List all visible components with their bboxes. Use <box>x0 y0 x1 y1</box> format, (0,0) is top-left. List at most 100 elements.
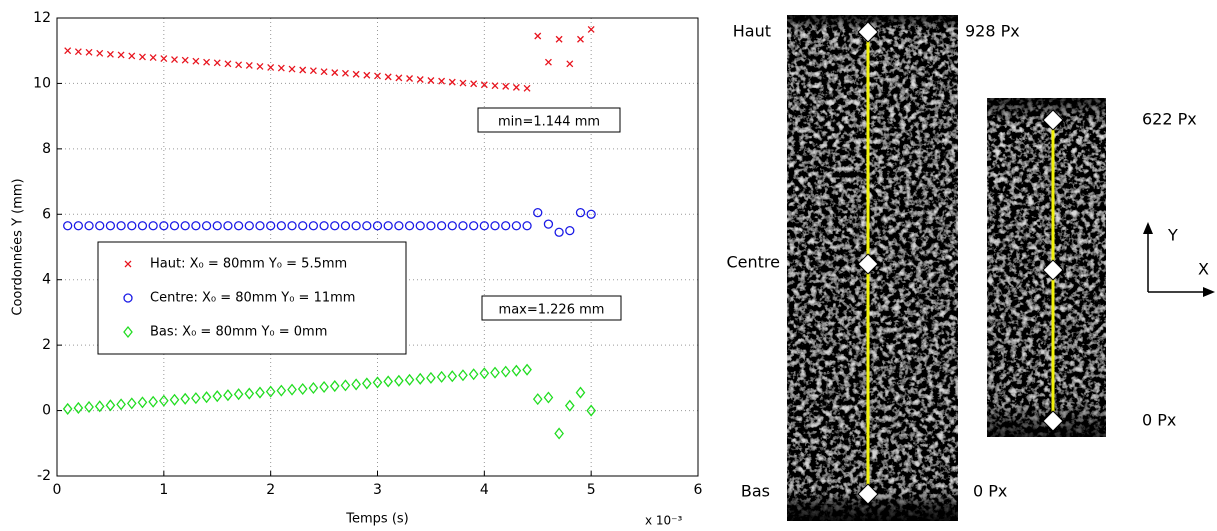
point <box>479 221 489 231</box>
point <box>95 221 105 231</box>
point <box>180 392 191 405</box>
point <box>223 221 233 231</box>
point <box>255 221 265 231</box>
point <box>308 381 319 395</box>
x-tick-label: 2 <box>266 482 275 498</box>
x-tick-label: 5 <box>587 482 596 498</box>
y-tick-label: -2 <box>37 468 51 484</box>
small-image: 622 Px 0 Px <box>987 98 1197 437</box>
x-tick-label: 6 <box>694 482 703 498</box>
point <box>169 221 180 231</box>
point <box>416 76 424 83</box>
point <box>116 221 126 231</box>
marker <box>857 483 879 505</box>
point <box>266 221 276 231</box>
point <box>575 386 586 399</box>
point <box>96 49 104 57</box>
legend-label: Haut: X₀ = 80mm Y₀ = 5.5mm <box>150 257 347 272</box>
point <box>149 54 157 62</box>
point <box>468 221 479 231</box>
label: Haut <box>733 22 771 41</box>
point <box>137 396 148 409</box>
point <box>245 61 253 69</box>
point <box>511 221 522 231</box>
point <box>447 221 457 231</box>
point <box>383 221 393 231</box>
point <box>139 53 146 61</box>
point <box>297 382 308 396</box>
point <box>543 219 554 229</box>
point <box>276 221 287 231</box>
point <box>427 77 435 84</box>
legend-marker <box>123 293 133 303</box>
point <box>298 221 308 231</box>
point <box>62 402 73 415</box>
point <box>126 397 137 410</box>
point <box>458 221 468 231</box>
point <box>394 374 404 387</box>
marker <box>1042 109 1064 131</box>
point <box>438 77 446 85</box>
point <box>436 370 447 383</box>
arrowhead <box>1143 222 1153 234</box>
point <box>374 72 381 80</box>
legend-label: Bas: X₀ = 80mm Y₀ = 0mm <box>150 325 327 340</box>
arrowhead <box>1203 287 1215 297</box>
x-axis-label: Temps (s) <box>345 512 408 527</box>
point <box>287 221 297 231</box>
annotation-box <box>481 295 622 321</box>
point <box>447 370 458 383</box>
point <box>566 60 574 68</box>
point <box>501 221 511 231</box>
point <box>564 399 575 412</box>
point <box>224 60 232 68</box>
point <box>351 378 361 391</box>
y-tick-label: 12 <box>33 10 51 26</box>
x-tick-label: 3 <box>373 482 382 498</box>
point <box>362 221 372 231</box>
point <box>137 221 148 231</box>
point <box>319 221 329 231</box>
point <box>352 70 360 78</box>
point <box>192 57 200 65</box>
annotation: max=1.226 mm <box>499 303 605 318</box>
point <box>448 78 456 86</box>
point <box>148 221 158 231</box>
y-tick-label: 8 <box>42 141 51 157</box>
point <box>256 62 264 70</box>
point <box>169 393 180 406</box>
point <box>511 364 522 377</box>
marker <box>1042 410 1064 432</box>
point <box>299 66 307 74</box>
point <box>522 363 532 376</box>
point <box>502 82 510 90</box>
point <box>415 372 426 385</box>
label: X <box>1198 260 1209 279</box>
point <box>340 221 351 231</box>
marker <box>857 21 879 43</box>
legend-label: Centre: X₀ = 80mm Y₀ = 11mm <box>150 291 355 306</box>
point <box>532 393 543 406</box>
label: 0 Px <box>1142 411 1176 430</box>
point <box>404 221 415 231</box>
point <box>586 404 596 417</box>
point <box>331 69 339 77</box>
point <box>426 221 436 231</box>
large-image: Haut Centre Bas 928 Px 0 Px <box>727 15 1020 521</box>
point <box>383 375 394 388</box>
point <box>372 376 383 389</box>
point <box>406 75 414 82</box>
point <box>74 48 82 56</box>
label: Bas <box>741 482 770 501</box>
point <box>361 377 372 390</box>
point <box>85 48 93 56</box>
point <box>203 58 211 66</box>
point <box>372 221 383 231</box>
point <box>523 84 531 92</box>
point <box>212 390 223 403</box>
point <box>340 379 351 392</box>
point <box>148 395 158 408</box>
point <box>479 367 490 380</box>
